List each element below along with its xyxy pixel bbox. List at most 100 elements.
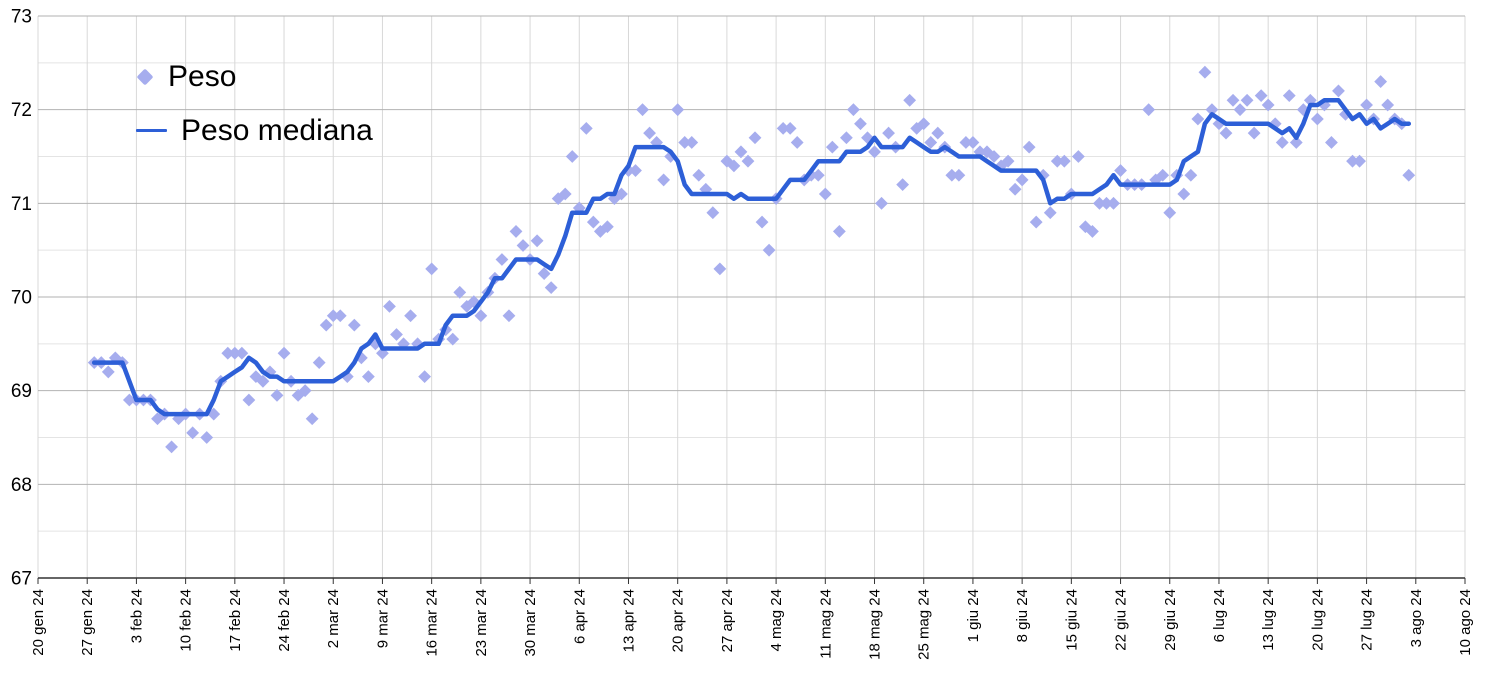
- scatter-point: [629, 164, 642, 177]
- legend-label-peso: Peso: [168, 60, 237, 93]
- scatter-point: [558, 187, 572, 201]
- x-axis-label: 3 feb 24: [128, 589, 145, 643]
- scatter-point: [1374, 75, 1388, 88]
- scatter-point: [326, 309, 340, 323]
- scatter-point: [811, 168, 825, 182]
- y-axis-label: 67: [11, 569, 32, 590]
- scatter-point: [390, 328, 403, 341]
- scatter-point: [1191, 112, 1205, 126]
- x-axis-label: 16 mar 24: [424, 589, 441, 657]
- scatter-point: [903, 93, 917, 107]
- scatter-point: [418, 370, 432, 384]
- scatter-point: [1008, 182, 1022, 196]
- y-axis-label: 69: [11, 381, 32, 402]
- scatter-point: [1268, 117, 1282, 131]
- scatter-point: [537, 267, 551, 280]
- x-axis-label: 4 mag 24: [768, 589, 785, 652]
- scatter-point: [1029, 215, 1043, 229]
- scatter-point: [678, 136, 692, 149]
- scatter-point: [755, 215, 769, 229]
- scatter-point: [207, 407, 221, 421]
- scatter-point: [1219, 126, 1233, 140]
- x-axis-label: 25 mag 24: [916, 589, 933, 660]
- x-axis-label: 24 feb 24: [276, 589, 293, 652]
- scatter-point: [1057, 154, 1071, 168]
- scatter-point: [1254, 89, 1268, 103]
- y-axis-label: 73: [11, 7, 32, 28]
- scatter-point: [298, 384, 312, 398]
- scatter-point: [1043, 206, 1057, 220]
- x-axis-label: 10 ago 24: [1457, 589, 1474, 656]
- scatter-point: [256, 374, 270, 388]
- scatter-point: [1079, 220, 1092, 234]
- x-axis-label: 20 lug 24: [1309, 589, 1326, 651]
- scatter-point: [783, 122, 797, 135]
- x-axis-label: 3 ago 24: [1408, 589, 1425, 647]
- scatter-point: [579, 122, 593, 135]
- mediana-line-icon: [136, 129, 167, 132]
- scatter-point: [1198, 65, 1212, 79]
- scatter-point: [361, 370, 375, 384]
- scatter-point: [1303, 93, 1317, 107]
- scatter-point: [404, 309, 417, 323]
- scatter-point: [839, 131, 853, 145]
- scatter-point: [636, 103, 649, 117]
- scatter-point: [896, 178, 910, 191]
- scatter-point: [615, 187, 628, 201]
- x-axis-label: 23 mar 24: [473, 589, 490, 657]
- scatter-point: [1233, 103, 1247, 117]
- scatter-point: [818, 187, 832, 201]
- x-axis-label: 17 feb 24: [227, 589, 244, 652]
- x-axis-label: 20 gen 24: [30, 589, 47, 656]
- chart-legend: Peso Peso mediana: [136, 60, 373, 147]
- scatter-point: [643, 126, 656, 140]
- scatter-point: [1381, 98, 1395, 112]
- scatter-point: [825, 140, 839, 154]
- scatter-point: [474, 309, 488, 323]
- x-axis-label: 22 giu 24: [1113, 589, 1130, 651]
- scatter-point: [1156, 168, 1170, 182]
- scatter-point: [868, 145, 881, 159]
- x-axis-label: 27 apr 24: [719, 589, 736, 652]
- scatter-point: [1142, 103, 1156, 117]
- scatter-point: [425, 262, 439, 276]
- scatter-point: [1296, 103, 1310, 117]
- scatter-point: [931, 126, 945, 140]
- scatter-point: [1346, 154, 1359, 168]
- y-axis-label: 68: [11, 475, 32, 496]
- scatter-point: [1205, 103, 1219, 117]
- scatter-point: [1114, 164, 1127, 177]
- scatter-point: [847, 103, 860, 117]
- scatter-point: [861, 131, 874, 145]
- x-axis-label: 13 lug 24: [1260, 589, 1277, 651]
- scatter-point: [277, 346, 291, 360]
- scatter-point: [945, 168, 959, 182]
- scatter-point: [319, 318, 333, 332]
- scatter-point: [959, 136, 973, 149]
- scatter-point: [516, 239, 530, 252]
- scatter-point: [228, 346, 242, 360]
- x-axis-label: 6 apr 24: [571, 589, 588, 644]
- scatter-point: [172, 412, 185, 426]
- x-axis-label: 27 lug 24: [1359, 589, 1376, 651]
- scatter-point: [1001, 154, 1015, 168]
- scatter-point: [966, 136, 980, 149]
- scatter-point: [762, 243, 776, 257]
- scatter-point: [706, 206, 720, 220]
- x-axis-label: 27 gen 24: [79, 589, 96, 656]
- x-axis-labels: 20 gen 24 27 gen 24 3 feb 24 10 feb 24 17 fe…: [30, 589, 1474, 660]
- scatter-point: [1226, 93, 1240, 107]
- scatter-point: [495, 253, 509, 266]
- y-axis-label: 72: [11, 100, 32, 121]
- scatter-point: [952, 168, 966, 182]
- scatter-point: [453, 285, 467, 299]
- scatter-point: [151, 412, 164, 426]
- scatter-point: [1050, 154, 1064, 168]
- scatter-point: [832, 225, 846, 238]
- scatter-point: [101, 365, 115, 379]
- x-axis-label: 30 mar 24: [522, 589, 539, 657]
- scatter-point: [242, 393, 256, 407]
- scatter-point: [165, 440, 178, 454]
